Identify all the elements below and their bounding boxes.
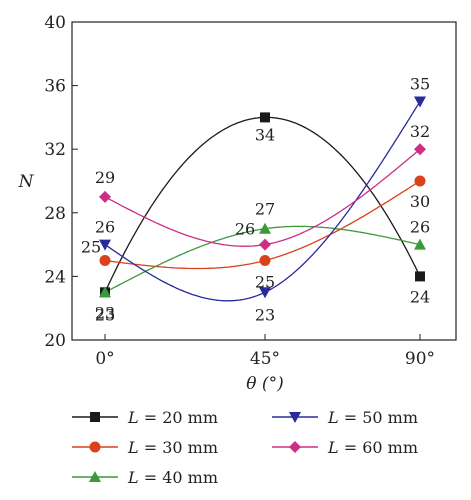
data-label: 23 xyxy=(95,305,115,324)
data-label: 26 xyxy=(95,218,115,237)
x-tick-label: 90° xyxy=(405,349,435,369)
data-label: 24 xyxy=(410,287,430,306)
data-label: 23 xyxy=(95,303,115,322)
legend-marker xyxy=(89,471,101,482)
data-label: 23 xyxy=(255,305,275,324)
data-label: 29 xyxy=(95,168,115,187)
data-point-marker xyxy=(414,175,426,187)
data-point-marker xyxy=(415,271,425,282)
x-tick-label: 45° xyxy=(250,349,280,369)
y-axis-title: N xyxy=(18,172,35,192)
data-point-marker xyxy=(259,287,271,299)
data-label: 34 xyxy=(255,125,275,144)
plot-area-border xyxy=(71,21,457,341)
legend-item: L = 50 mm xyxy=(272,408,418,427)
y-tick-label: 20 xyxy=(44,331,66,351)
legend-item: L = 60 mm xyxy=(272,438,418,457)
y-tick-label: 24 xyxy=(44,267,66,287)
data-label: 25 xyxy=(255,273,275,292)
data-point-marker xyxy=(414,238,426,250)
legend-item: L = 20 mm xyxy=(72,408,218,427)
plot-frame xyxy=(71,21,457,341)
y-tick-label: 32 xyxy=(44,140,66,160)
legend-item: L = 40 mm xyxy=(72,468,218,487)
y-tick-label: 36 xyxy=(44,77,66,97)
x-axis-title: θ (°) xyxy=(246,374,283,394)
data-point-marker xyxy=(260,112,270,123)
legend-label: L = 30 mm xyxy=(127,438,218,457)
legend-label: L = 60 mm xyxy=(327,438,418,457)
legend: L = 20 mm L = 30 mm L = 40 mm L = 50 mm L = … xyxy=(72,408,418,487)
data-point-marker xyxy=(99,286,111,298)
data-label: 27 xyxy=(255,200,275,219)
series-markers xyxy=(99,96,426,299)
data-label: 26 xyxy=(235,220,255,239)
legend-label: L = 20 mm xyxy=(127,408,218,427)
legend-item: L = 30 mm xyxy=(72,438,218,457)
data-point-marker xyxy=(259,222,271,234)
legend-label: L = 50 mm xyxy=(327,408,418,427)
series-line xyxy=(104,102,420,302)
legend-label: L = 40 mm xyxy=(127,468,218,487)
y-tick-label: 40 xyxy=(44,13,66,33)
series-line xyxy=(104,181,420,270)
data-point-marker xyxy=(99,255,111,266)
legend-marker xyxy=(289,441,301,453)
data-point-marker xyxy=(259,238,271,251)
data-label: 26 xyxy=(410,218,430,237)
x-axis-ticks: 0° 45° 90° xyxy=(95,334,435,369)
data-point-marker xyxy=(99,190,111,203)
legend-marker xyxy=(90,412,100,422)
legend-marker xyxy=(89,441,101,453)
data-point-marker xyxy=(414,143,426,156)
data-label: 32 xyxy=(410,122,430,141)
data-label: 25 xyxy=(81,238,101,257)
x-tick-label: 0° xyxy=(95,349,114,369)
data-point-marker xyxy=(414,96,426,108)
data-label: 35 xyxy=(410,75,430,94)
data-point-marker xyxy=(259,255,271,266)
legend-marker xyxy=(289,412,301,423)
data-label: 30 xyxy=(410,192,430,211)
y-axis-ticks: 20 24 28 32 36 40 xyxy=(44,13,78,351)
data-point-marker xyxy=(99,239,111,251)
y-tick-label: 28 xyxy=(44,204,66,224)
